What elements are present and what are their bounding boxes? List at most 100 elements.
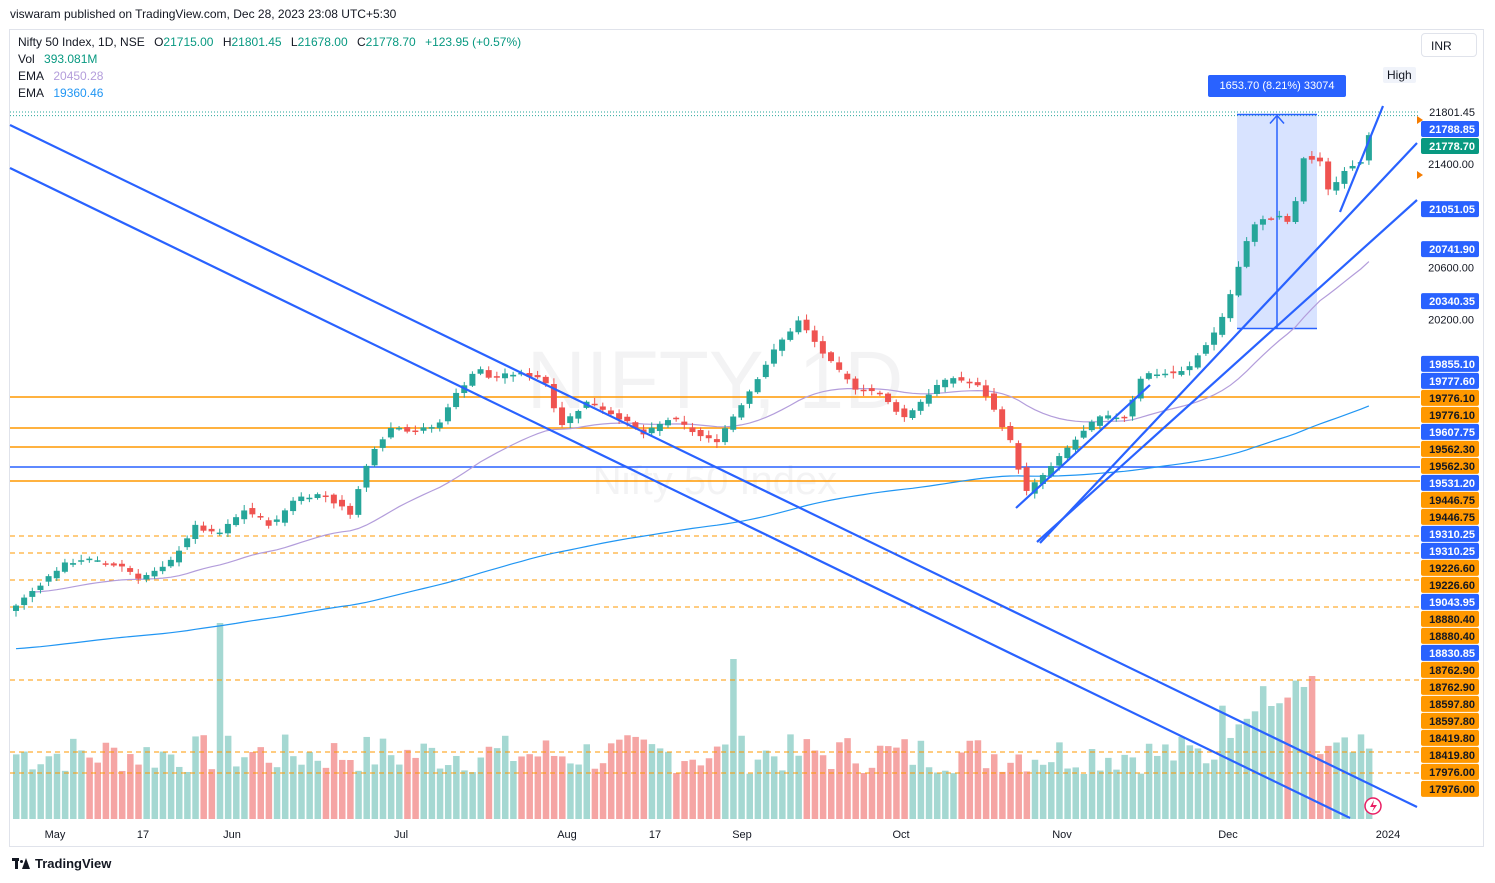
candle-body [1056, 456, 1063, 466]
volume-bar [583, 744, 590, 819]
volume-bar [102, 742, 110, 819]
legend-ema1-value: 20450.28 [53, 69, 104, 83]
volume-bar [485, 746, 493, 819]
volume-bar [991, 754, 998, 819]
price-tag [1421, 610, 1479, 627]
legend-ema1-row[interactable]: EMA 20450.28 [18, 68, 527, 85]
volume-bar [314, 760, 322, 819]
price-tag [1421, 678, 1479, 695]
volume-bar [542, 740, 550, 819]
volume-bar [640, 739, 648, 819]
price-tag-label: 19043.95 [1429, 597, 1475, 609]
volume-bar [192, 736, 199, 819]
candle-body [477, 369, 484, 374]
candle-body [13, 605, 19, 611]
candle-body [1186, 366, 1193, 371]
x-tick-label: 17 [137, 829, 149, 841]
candle-body [1211, 332, 1218, 345]
currency-selector[interactable]: INR [1421, 33, 1477, 57]
price-tag-label: 18830.85 [1429, 648, 1475, 660]
volume-bar [1154, 755, 1161, 819]
candle-body [697, 430, 704, 437]
candle-body [1145, 373, 1152, 379]
legend-vol-value: 393.081M [44, 52, 98, 66]
volume-bar [616, 739, 623, 819]
candle-body [176, 550, 182, 563]
price-tag [1421, 559, 1479, 576]
volume-bar [330, 743, 338, 819]
volume-bar [933, 772, 941, 819]
candle-body [1178, 371, 1185, 375]
price-tag [1421, 474, 1479, 491]
volume-bar [836, 742, 843, 819]
horizontal-levels [10, 396, 1420, 774]
price-tag-label: 18762.90 [1429, 665, 1475, 677]
volume-bar [713, 746, 721, 819]
candle-body [1325, 161, 1332, 190]
volume-bar [37, 764, 44, 819]
volume-bar [151, 767, 159, 819]
volume-bar [950, 773, 957, 819]
price-tag [1421, 389, 1479, 406]
price-axis: 21400.00 20600.00 20200.00 21801.45 21788.85… [1417, 107, 1479, 797]
volume-bar [249, 751, 256, 819]
volume-bar [502, 735, 509, 819]
candle-body [1292, 201, 1299, 223]
volume-bar [999, 771, 1006, 819]
volume-bar [803, 739, 811, 819]
volume-bar [1235, 724, 1242, 819]
candle-body [1276, 215, 1283, 218]
candle-body [925, 394, 932, 404]
candle-body [885, 393, 892, 403]
volume-bar [167, 754, 175, 819]
volume-bar [746, 773, 753, 819]
volume-bar [1096, 770, 1104, 819]
candle-body [208, 528, 215, 532]
volume-bar [917, 740, 925, 819]
volume-bar [118, 770, 126, 819]
candle-body [746, 391, 753, 404]
volume-bar [1145, 743, 1153, 819]
candle-body [803, 319, 810, 331]
legend-ema2-row[interactable]: EMA 19360.46 [18, 85, 527, 102]
candle-body [86, 558, 93, 561]
candle-body [127, 568, 134, 572]
price-tag-label: 19562.30 [1429, 444, 1475, 456]
price-tag [1421, 593, 1479, 610]
volume-bar [982, 768, 990, 819]
ema-200-line [15, 405, 1370, 650]
candle-body [933, 384, 940, 394]
candle-body [1015, 443, 1022, 470]
price-tag-label: 21051.05 [1429, 204, 1475, 216]
candle-body [306, 497, 313, 500]
candle-body [526, 373, 533, 377]
price-tag-label: 19310.25 [1429, 529, 1475, 541]
candle-body [673, 417, 680, 420]
price-tag [1421, 121, 1479, 138]
candle-body [1039, 474, 1046, 484]
price-tag-label: 21778.70 [1429, 141, 1475, 153]
legend-volume-row[interactable]: Vol 393.081M [18, 51, 527, 68]
volume-bar [1259, 686, 1267, 819]
candle-body [893, 402, 900, 412]
volume-bar [591, 768, 599, 819]
candle-body [404, 427, 411, 432]
volume-bar [1072, 767, 1079, 819]
candle-body [624, 416, 631, 422]
tradingview-logo[interactable]: TradingView [12, 856, 111, 871]
volume-bar [1023, 771, 1031, 819]
candle-body [1202, 345, 1209, 354]
candle-body [1235, 266, 1242, 296]
volume-bar [673, 773, 680, 819]
volume-bar [1251, 711, 1259, 819]
candle-body [787, 331, 794, 340]
volume-bar [159, 751, 167, 819]
candle-body [110, 563, 117, 566]
volume-bar [70, 738, 77, 819]
volume-bar [224, 735, 232, 819]
trendline [9, 124, 1418, 808]
price-tag-label: 17976.00 [1429, 784, 1475, 796]
volume-bar [1325, 745, 1332, 819]
volume-bar [420, 743, 427, 819]
